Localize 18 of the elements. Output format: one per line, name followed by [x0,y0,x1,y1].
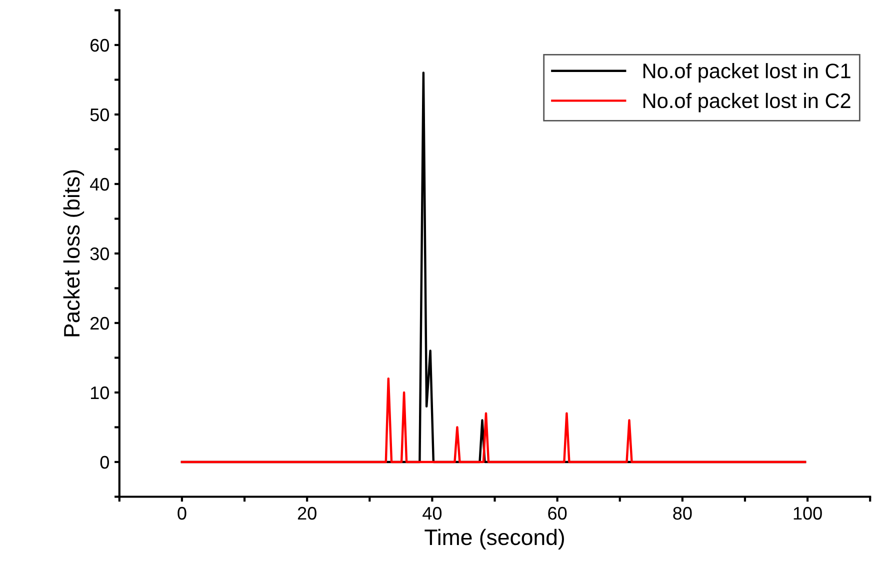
x-tick-label: 100 [794,506,822,520]
x-tick-label: 60 [548,506,567,520]
y-axis-title: Packet loss (bits) [63,170,84,336]
y-tick-label: 10 [90,386,109,400]
legend-label: No.of packet lost in C2 [643,92,850,112]
y-tick-label: 50 [90,108,109,122]
legend-label: No.of packet lost in C1 [643,63,850,82]
line-series [180,377,806,464]
y-tick-label: 0 [100,456,109,469]
y-tick-label: 20 [90,316,109,330]
y-tick-label: 60 [90,38,109,52]
y-tick-label: 30 [90,247,109,260]
x-axis-title: Time (second) [424,528,564,550]
x-tick-label: 20 [298,506,316,520]
y-tick-label: 40 [90,178,109,191]
x-tick-label: 40 [422,506,442,520]
x-tick-label: 0 [178,506,186,520]
x-tick-label: 80 [673,506,692,520]
